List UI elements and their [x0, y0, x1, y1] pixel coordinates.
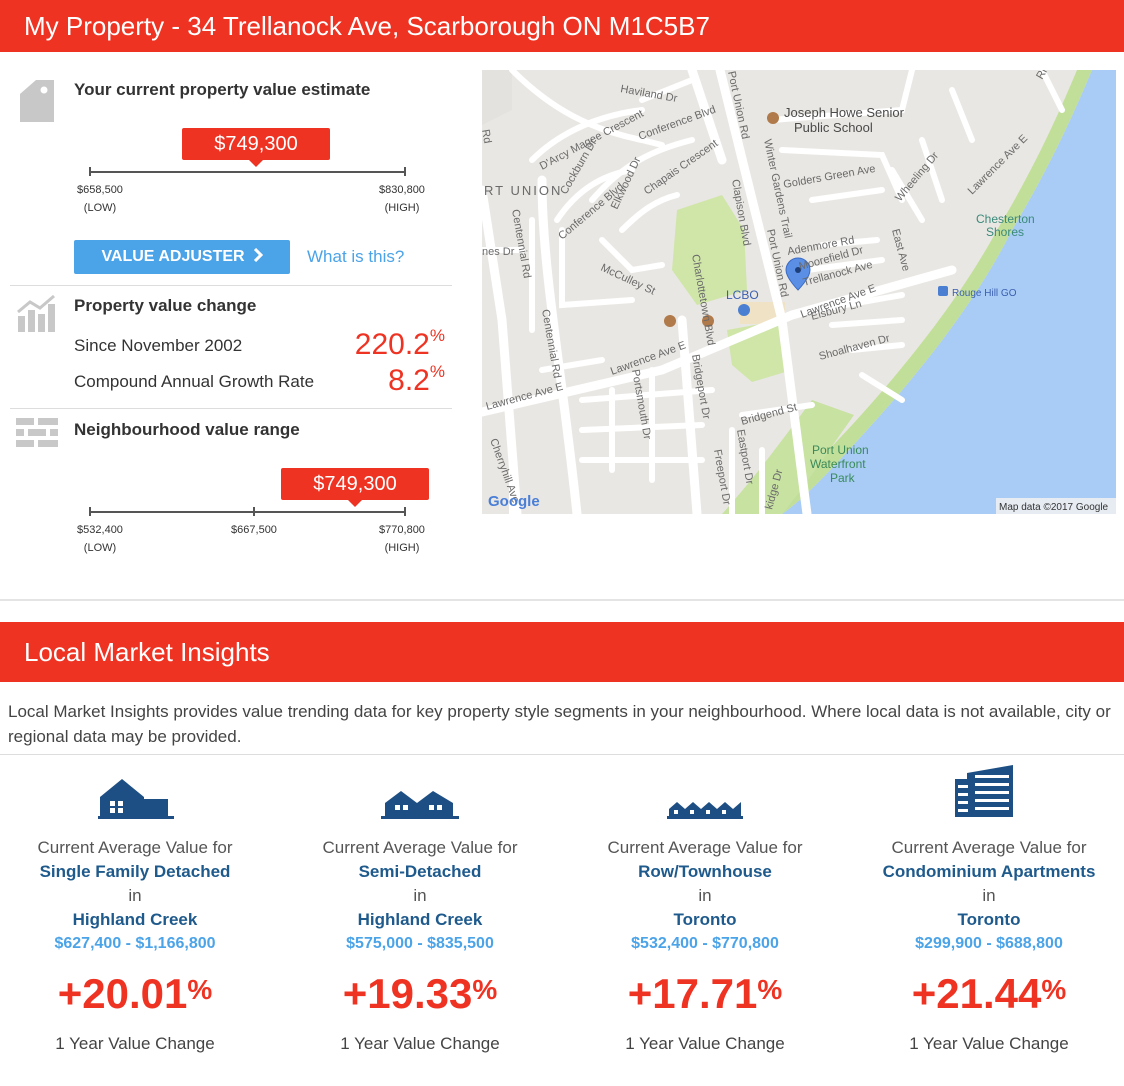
page-title: My Property - 34 Trellanock Ave, Scarbor…	[24, 10, 710, 41]
svg-text:Public School: Public School	[794, 120, 873, 135]
insight-card-condo: Current Average Value for Condominium Ap…	[849, 760, 1124, 1054]
google-logo: Google	[488, 493, 540, 510]
estimate-tick-low	[89, 167, 91, 176]
semi-detached-house-icon	[381, 789, 459, 824]
svg-text:Rd: Rd	[482, 128, 493, 144]
svg-text:Waterfront: Waterfront	[810, 457, 866, 471]
svg-text:Shores: Shores	[986, 225, 1024, 239]
one-year-change-value: +19.33%	[342, 970, 498, 1017]
svg-text:Ridge: Ridge	[1034, 70, 1059, 82]
neighbourhood-high: $770,800 (HIGH)	[379, 524, 425, 554]
brick-wall-icon	[16, 418, 58, 455]
since-value: 220.2%	[354, 326, 445, 361]
estimate-title: Your current property value estimate	[74, 80, 371, 99]
property-map[interactable]: Joseph Howe Senior Public School RT UNIO…	[482, 70, 1116, 514]
chevron-right-icon	[253, 247, 263, 267]
condo-building-icon	[953, 765, 1025, 824]
page-header: My Property - 34 Trellanock Ave, Scarbor…	[0, 0, 1124, 52]
single-family-house-icon	[96, 777, 174, 824]
neighbourhood-tick-low	[89, 507, 91, 516]
svg-text:Joseph Howe Senior: Joseph Howe Senior	[784, 105, 905, 120]
estimate-value-badge: $749,300	[182, 128, 330, 167]
growth-chart-icon	[16, 294, 58, 339]
value-adjuster-button[interactable]: VALUE ADJUSTER	[74, 240, 290, 274]
insights-title: Local Market Insights	[24, 636, 270, 667]
svg-text:Park: Park	[830, 471, 856, 485]
insights-header: Local Market Insights	[0, 622, 1124, 682]
divider	[10, 408, 452, 409]
map-attribution: Map data ©2017 Google	[999, 502, 1109, 513]
svg-text:RT UNION: RT UNION	[484, 183, 562, 198]
since-label: Since November 2002	[74, 336, 243, 355]
cagr-value: 8.2%	[388, 362, 445, 397]
divider	[0, 754, 1124, 755]
cagr-label: Compound Annual Growth Rate	[74, 372, 315, 391]
section-divider	[0, 599, 1124, 601]
divider	[10, 285, 452, 286]
one-year-change-value: +21.44%	[911, 970, 1067, 1017]
estimate-scale	[90, 171, 406, 173]
estimate-tick-high	[404, 167, 406, 176]
neighbourhood-low: $532,400 (LOW)	[77, 524, 123, 554]
townhouse-icon	[667, 799, 743, 824]
insight-card-single-family: Current Average Value for Single Family …	[0, 760, 275, 1054]
insights-description: Local Market Insights provides value tre…	[8, 702, 1111, 746]
svg-text:Rouge Hill GO: Rouge Hill GO	[952, 288, 1017, 299]
insight-card-townhouse: Current Average Value for Row/Townhouse …	[565, 760, 845, 1054]
one-year-change-value: +20.01%	[57, 970, 213, 1017]
one-year-change-value: +17.71%	[627, 970, 783, 1017]
estimate-high: $830,800 (HIGH)	[379, 184, 425, 214]
price-tag-icon	[16, 78, 58, 131]
insight-card-semi-detached: Current Average Value for Semi-Detached …	[280, 760, 560, 1054]
neighbourhood-value-badge: $749,300	[281, 468, 429, 507]
neighbourhood-tick-high	[404, 507, 406, 516]
neighbourhood-tick-mid	[253, 507, 255, 516]
neighbourhood-scale	[90, 511, 406, 513]
neighbourhood-title: Neighbourhood value range	[74, 420, 300, 439]
svg-text:Port Union: Port Union	[812, 443, 869, 457]
neighbourhood-mid: $667,500	[231, 524, 277, 536]
svg-text:Chesterton: Chesterton	[976, 212, 1035, 226]
what-is-this-link[interactable]: What is this?	[307, 247, 405, 266]
value-change-title: Property value change	[74, 296, 257, 315]
svg-text:LCBO: LCBO	[726, 288, 759, 302]
estimate-low: $658,500 (LOW)	[77, 184, 123, 214]
svg-text:nes Dr: nes Dr	[482, 246, 515, 258]
